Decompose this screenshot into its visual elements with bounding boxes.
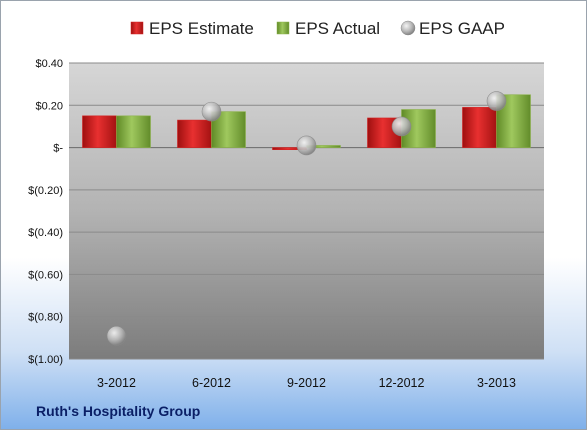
legend-entry: EPS Estimate bbox=[149, 19, 254, 38]
x-axis: 3-2012 6-2012 9-2012 12-2012 3-2013 bbox=[97, 376, 516, 390]
x-tick-label: 9-2012 bbox=[287, 376, 326, 390]
bar-eps-estimate-3-2012 bbox=[82, 115, 117, 148]
gaap-marker-3-2013 bbox=[486, 91, 507, 111]
y-tick-label: $(1.00) bbox=[28, 354, 63, 366]
legend-entry: EPS Actual bbox=[295, 19, 380, 38]
x-tick-label: 6-2012 bbox=[192, 376, 231, 390]
gaap-marker-9-2012 bbox=[296, 135, 317, 156]
bar-eps-actual-3-2012 bbox=[116, 115, 151, 148]
x-tick-label: 12-2012 bbox=[379, 376, 425, 390]
legend-swatch bbox=[130, 21, 144, 35]
x-tick-label: 3-2013 bbox=[477, 376, 516, 390]
y-axis: $0.40 $0.20 $- $(0.20) $(0.40) $(0.60) $(0.80)… bbox=[28, 58, 63, 366]
legend-swatch bbox=[400, 20, 416, 36]
y-tick-label: $(0.20) bbox=[28, 185, 63, 197]
gaap-marker-6-2012 bbox=[201, 101, 222, 122]
bar-eps-estimate-3-2013 bbox=[462, 107, 497, 148]
legend-swatch bbox=[276, 21, 290, 35]
y-tick-label: $- bbox=[53, 143, 63, 155]
y-tick-label: $(0.40) bbox=[28, 227, 63, 239]
legend-entry: EPS GAAP bbox=[419, 19, 505, 38]
y-tick-label: $0.40 bbox=[35, 58, 63, 70]
y-tick-label: $(0.80) bbox=[28, 312, 63, 324]
company-name: Ruth's Hospitality Group bbox=[36, 403, 201, 419]
gaap-marker-12-2012 bbox=[391, 116, 412, 137]
y-tick-label: $0.20 bbox=[35, 100, 63, 112]
gaap-markers bbox=[106, 91, 507, 346]
x-tick-label: 3-2012 bbox=[97, 376, 136, 390]
y-tick-label: $(0.60) bbox=[28, 269, 63, 281]
bar-eps-estimate-6-2012 bbox=[177, 119, 212, 148]
legend: EPS Estimate EPS Actual EPS GAAP bbox=[130, 19, 505, 38]
gaap-marker-3-2012 bbox=[106, 325, 127, 346]
